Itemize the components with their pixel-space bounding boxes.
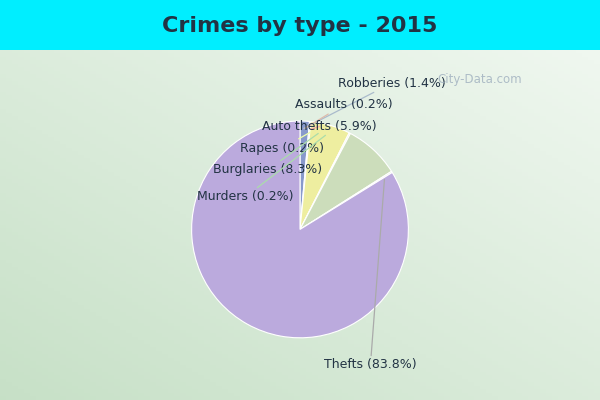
Wedge shape <box>191 121 409 338</box>
Text: City-Data.com: City-Data.com <box>437 74 523 86</box>
Text: Crimes by type - 2015: Crimes by type - 2015 <box>163 16 437 36</box>
Text: Rapes (0.2%): Rapes (0.2%) <box>241 132 325 155</box>
Text: Thefts (83.8%): Thefts (83.8%) <box>324 180 417 372</box>
Wedge shape <box>300 122 349 230</box>
Wedge shape <box>300 122 311 230</box>
Text: Auto thefts (5.9%): Auto thefts (5.9%) <box>262 120 377 133</box>
Text: Assaults (0.2%): Assaults (0.2%) <box>295 98 392 128</box>
Wedge shape <box>300 121 310 230</box>
Wedge shape <box>300 134 392 230</box>
Text: Robberies (1.4%): Robberies (1.4%) <box>304 76 446 128</box>
Text: Burglaries (8.3%): Burglaries (8.3%) <box>213 134 322 176</box>
Wedge shape <box>300 133 350 230</box>
Text: Murders (0.2%): Murders (0.2%) <box>197 135 325 204</box>
Wedge shape <box>300 171 392 230</box>
